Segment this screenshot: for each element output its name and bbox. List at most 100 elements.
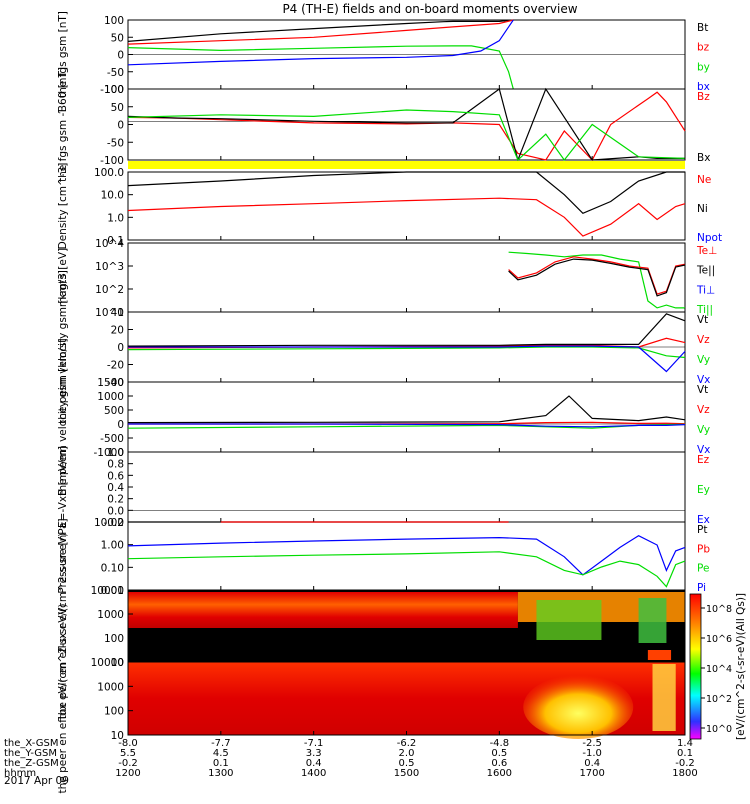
orbit-row-value: -2.5 <box>582 738 602 749</box>
legend-entry: Ni <box>697 203 708 215</box>
orbit-row-value: 5.5 <box>120 748 136 759</box>
y-axis-label: the peem velocity gsm [km/s] <box>57 338 69 495</box>
panel-6: 1500 1000 500 0 -500 -1000 the peem velocity g… <box>57 338 710 495</box>
legend-entry: Vt <box>697 314 708 326</box>
legend-entry: Vx <box>697 374 710 386</box>
y-axis-label: the peir en eflux eV/(cm^2-s-sr-eV) <box>57 533 69 719</box>
y-tick-label: 0.10 <box>101 562 124 574</box>
legend-entry: bz <box>697 42 710 54</box>
series-line-te- <box>508 258 686 297</box>
y-tick-label: 1000 <box>97 681 124 693</box>
orbit-row-value: -0.2 <box>675 758 695 769</box>
orbit-row-value: -4.8 <box>490 738 510 749</box>
legend-entry: Vt <box>697 384 708 396</box>
series-line-ti- <box>508 251 685 309</box>
series-line-ne <box>127 197 686 237</box>
y-tick-label: 10000 <box>91 585 124 597</box>
date-label: 2017 Apr 09 <box>4 775 69 787</box>
orbit-row-value: -6.2 <box>397 738 417 749</box>
y-tick-label: -20 <box>107 360 124 372</box>
y-tick-label: 10 <box>111 730 124 742</box>
series-line-bt <box>127 19 514 42</box>
y-tick-label: 10000 <box>91 657 124 669</box>
legend-entry: Ex <box>697 514 710 526</box>
colorbar-tick-label: 10^8 <box>706 604 732 615</box>
series-line-pi <box>127 535 686 576</box>
y-axis-label: the fgs gsm [nT] <box>57 11 69 98</box>
y-tick-label: 10.00 <box>94 517 124 529</box>
orbit-row-value: 0.6 <box>491 758 507 769</box>
y-tick-label: -50 <box>107 137 124 149</box>
panel-9: 10000 1000 100 10 the peir en eflux eV/(cm^2… <box>57 533 686 719</box>
electron-spectrogram-blob <box>523 675 634 739</box>
legend-entry: Pi <box>697 582 706 594</box>
legend-entry: Vy <box>697 424 710 436</box>
colorbar-tick-label: 10^0 <box>706 724 732 735</box>
series-line-pe <box>127 551 686 588</box>
y-axis-label: magt3 [eV] <box>57 248 69 307</box>
orbit-row-value: 0.1 <box>677 748 693 759</box>
colorbar-tick-label: 10^2 <box>706 694 732 705</box>
ion-spectrogram-cap <box>647 650 672 660</box>
y-tick-label: 500 <box>104 405 124 417</box>
y-tick-label: -100 <box>100 84 124 96</box>
electron-spectrogram-column <box>652 664 676 731</box>
legend-entry: Bz <box>697 91 710 103</box>
y-tick-label: 0.8 <box>107 459 124 471</box>
legend-entry: Vx <box>697 444 710 456</box>
panel-frame <box>127 521 686 591</box>
orbit-row-label: hhmm <box>4 768 36 779</box>
legend-entry: Ti|| <box>696 304 713 316</box>
orbit-row-value: 1400 <box>301 768 326 779</box>
ion-spectrogram-band <box>128 592 518 628</box>
y-tick-label: -500 <box>100 433 124 445</box>
y-tick-label: 0.01 <box>101 585 124 597</box>
y-tick-label: 0.4 <box>107 482 124 494</box>
orbit-row-value: 1800 <box>672 768 697 779</box>
y-tick-label: -0.2 <box>104 517 125 529</box>
orbit-row-label: the_X-GSM <box>4 738 58 749</box>
y-tick-label: 100 <box>104 84 124 96</box>
series-line-vx <box>128 423 686 428</box>
y-tick-label: -50 <box>107 67 124 79</box>
y-tick-label: -1000 <box>93 447 124 459</box>
orbit-row-value: -7.1 <box>304 738 324 749</box>
y-tick-label: 10^3 <box>95 261 124 273</box>
plot-title: P4 (TH-E) fields and on-board moments ov… <box>282 2 577 16</box>
y-tick-label: 100 <box>104 633 124 645</box>
legend-entry: Pt <box>697 524 707 536</box>
y-tick-label: 10.0 <box>101 190 124 202</box>
y-tick-label: 10 <box>111 657 124 669</box>
y-axis-label: Density [cm^-3] <box>57 163 69 250</box>
panel-4: 10^4 10^3 10^2 10^1 magt3 [eV] Te⊥ Te|| Ti⊥ Ti|| <box>57 238 717 319</box>
yellow-status-bar <box>128 161 685 169</box>
orbit-row-value: 3.3 <box>306 748 322 759</box>
series-line-bx <box>127 19 514 66</box>
legend-entry: Npot <box>697 232 722 244</box>
y-tick-label: 1000 <box>97 391 124 403</box>
y-tick-label: 50 <box>111 102 124 114</box>
orbit-row-value: 1300 <box>208 768 233 779</box>
panel-3: 100.0 10.0 1.0 0.1 Density [cm^-3] Ne Ni Npot <box>57 163 722 250</box>
y-tick-label: 0 <box>117 419 124 431</box>
bottom-axis: the_X-GSM -8.0 -7.7 -7.1 -6.2 -4.8 -2.5 1.4 the_… <box>4 738 698 779</box>
panel-8: 10.00 1.00 0.10 0.01 Pressure [nPa] Pt Pb Pe Pi <box>57 517 710 597</box>
colorbar: 10^0 10^2 10^4 10^6 10^8 [eV/(cm^2-s(-sr-eV)… <box>689 593 747 740</box>
y-tick-label: 1500 <box>97 377 124 389</box>
y-tick-label: 0.1 <box>107 235 124 247</box>
y-axis-label: the fgs gsm -Ɓ60 [nT] <box>57 67 69 182</box>
y-tick-label: 20 <box>111 325 124 337</box>
orbit-row-value: 1600 <box>487 768 512 779</box>
y-tick-label: 0.0 <box>107 505 124 517</box>
legend-entry: Ti⊥ <box>696 284 715 296</box>
orbit-row-value: 0.5 <box>491 748 507 759</box>
y-tick-label: 10^1 <box>95 307 124 319</box>
orbit-row-label: the_Z-GSM <box>4 758 59 769</box>
legend-entry: bx <box>697 81 710 93</box>
y-tick-label: 1000 <box>97 609 124 621</box>
legend-entry: Pe <box>697 563 709 575</box>
colorbar-tick-label: 10^6 <box>706 634 732 645</box>
legend-entry: Te⊥ <box>696 245 717 257</box>
